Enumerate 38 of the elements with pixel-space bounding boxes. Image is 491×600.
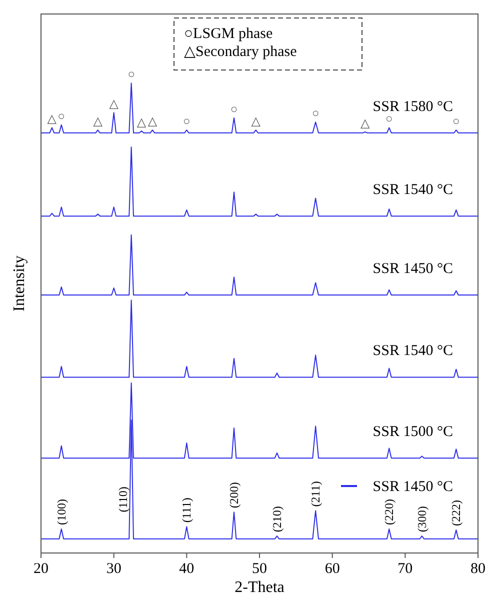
- series-label: SSR 1500 °C: [372, 424, 453, 440]
- annotation: ○: [128, 67, 135, 82]
- series-label: SSR 1450 °C: [372, 261, 453, 278]
- annotation: △: [360, 116, 370, 130]
- annotation: (220): [382, 499, 396, 526]
- y-axis-title: Intensity: [11, 256, 28, 312]
- annotation: (200): [227, 482, 242, 508]
- text: △Secondary phase: [184, 44, 298, 60]
- annotation: △: [148, 114, 158, 128]
- annotation: ○: [230, 102, 238, 116]
- annotation: △: [251, 114, 262, 128]
- annotation: (300): [414, 506, 429, 532]
- series-label: SSR 1540 °C: [372, 182, 453, 198]
- x-tick-label: 70: [398, 561, 413, 577]
- annotation: △: [93, 114, 104, 128]
- x-tick-label: 60: [324, 561, 340, 577]
- annotation: (222): [449, 500, 464, 526]
- legend-label: SSR 1450 °C: [372, 479, 453, 496]
- x-tick-label: 30: [106, 561, 122, 577]
- annotation: ○: [183, 114, 190, 128]
- annotation: △: [136, 115, 147, 130]
- annotation: (111): [180, 498, 194, 523]
- annotation: ○: [58, 108, 66, 123]
- x-tick-label: 80: [470, 561, 486, 577]
- x-tick-label: 40: [179, 561, 194, 577]
- annotation: ○: [452, 114, 460, 128]
- x-axis-title: 2-Theta: [234, 579, 284, 596]
- annotation: △: [109, 96, 120, 111]
- annotation: △: [47, 112, 58, 126]
- series-label: SSR 1540 °C: [372, 343, 453, 360]
- text: ○LSGM phase: [184, 26, 273, 42]
- annotation: (110): [116, 486, 130, 512]
- annotation: (100): [54, 499, 68, 526]
- annotation: ○: [312, 106, 320, 120]
- x-tick-label: 20: [34, 561, 48, 577]
- x-tick-label: 50: [252, 561, 267, 577]
- annotation: (210): [270, 506, 284, 532]
- annotation: (211): [308, 481, 323, 507]
